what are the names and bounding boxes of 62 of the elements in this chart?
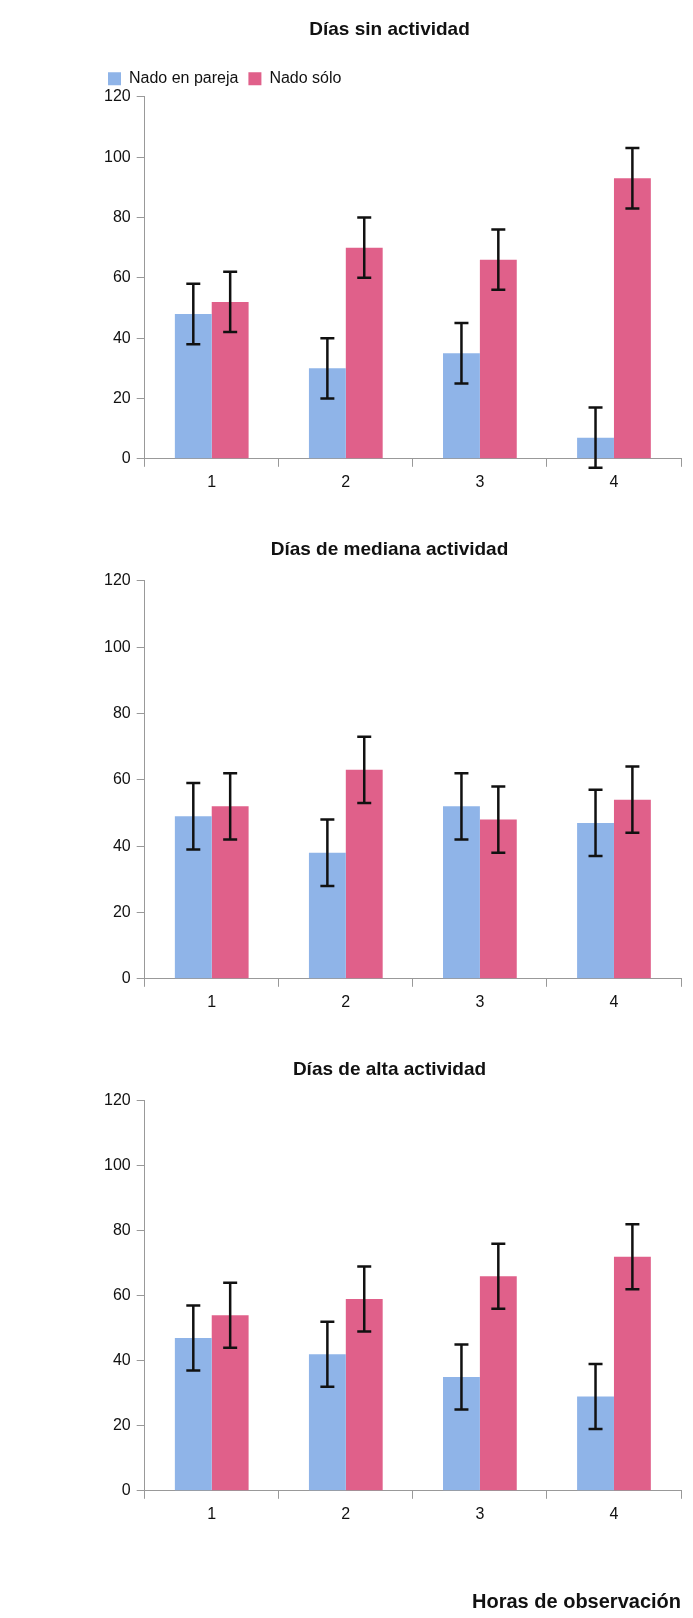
x-tick-label: 2 bbox=[341, 472, 351, 490]
y-tick-label: 60 bbox=[112, 268, 131, 286]
y-tick-label: 80 bbox=[112, 1221, 131, 1239]
y-tick-label: 40 bbox=[112, 836, 131, 854]
bar bbox=[479, 819, 517, 979]
bar bbox=[308, 368, 346, 459]
x-tick-label: 4 bbox=[609, 472, 619, 490]
y-tick-label: 20 bbox=[112, 388, 131, 406]
y-tick-label: 0 bbox=[121, 449, 131, 467]
x-axis-title: Horas de observación bbox=[472, 1589, 681, 1612]
bar bbox=[308, 1354, 346, 1491]
y-tick-label: 120 bbox=[103, 87, 131, 105]
y-tick-label: 120 bbox=[103, 1091, 131, 1109]
x-tick-label: 4 bbox=[609, 1504, 619, 1522]
x-tick-label: 2 bbox=[341, 1504, 351, 1522]
y-tick-label: 20 bbox=[112, 902, 131, 920]
bar bbox=[174, 816, 212, 979]
x-tick-label: 1 bbox=[207, 1504, 217, 1522]
y-tick-label: 40 bbox=[112, 328, 131, 346]
y-tick-label: 20 bbox=[112, 1416, 131, 1434]
bar bbox=[443, 1377, 480, 1491]
bar bbox=[577, 1396, 614, 1491]
bar bbox=[345, 1299, 383, 1491]
chart-title: Días de alta actividad bbox=[292, 1057, 487, 1079]
chart-title: Días sin actividad bbox=[309, 17, 470, 39]
y-tick-label: 60 bbox=[112, 1286, 131, 1304]
y-tick-label: 100 bbox=[103, 637, 131, 655]
legend-label: Nado en pareja bbox=[129, 69, 239, 87]
bar bbox=[613, 178, 651, 459]
y-tick-label: 100 bbox=[103, 1156, 131, 1174]
bar bbox=[479, 1276, 517, 1491]
y-tick-label: 0 bbox=[121, 1481, 131, 1499]
bar bbox=[174, 1338, 212, 1491]
bar bbox=[479, 259, 517, 459]
x-tick-label: 2 bbox=[341, 992, 351, 1010]
y-tick-label: 40 bbox=[112, 1351, 131, 1369]
bar bbox=[613, 1256, 651, 1491]
legend-label: Nado sólo bbox=[269, 69, 342, 87]
bar bbox=[211, 1315, 249, 1491]
bar bbox=[308, 852, 346, 979]
x-tick-label: 1 bbox=[207, 472, 217, 490]
y-tick-label: 60 bbox=[112, 770, 131, 788]
y-tick-label: 0 bbox=[121, 969, 131, 987]
x-tick-label: 3 bbox=[475, 992, 485, 1010]
bar bbox=[211, 806, 249, 979]
bar bbox=[443, 806, 480, 979]
bar bbox=[613, 799, 651, 979]
bar bbox=[577, 822, 614, 979]
x-tick-label: 3 bbox=[475, 472, 485, 490]
bar bbox=[443, 353, 480, 459]
x-tick-label: 1 bbox=[207, 992, 217, 1010]
y-tick-label: 100 bbox=[103, 147, 131, 165]
chart-title: Días de mediana actividad bbox=[270, 537, 509, 559]
x-tick-label: 3 bbox=[475, 1504, 485, 1522]
bar bbox=[174, 314, 212, 459]
bar bbox=[345, 247, 383, 459]
bar bbox=[211, 301, 249, 459]
y-tick-label: 80 bbox=[112, 703, 131, 721]
x-tick-label: 4 bbox=[609, 992, 619, 1010]
y-tick-label: 80 bbox=[112, 207, 131, 225]
bar bbox=[345, 769, 383, 979]
y-tick-label: 120 bbox=[103, 571, 131, 589]
